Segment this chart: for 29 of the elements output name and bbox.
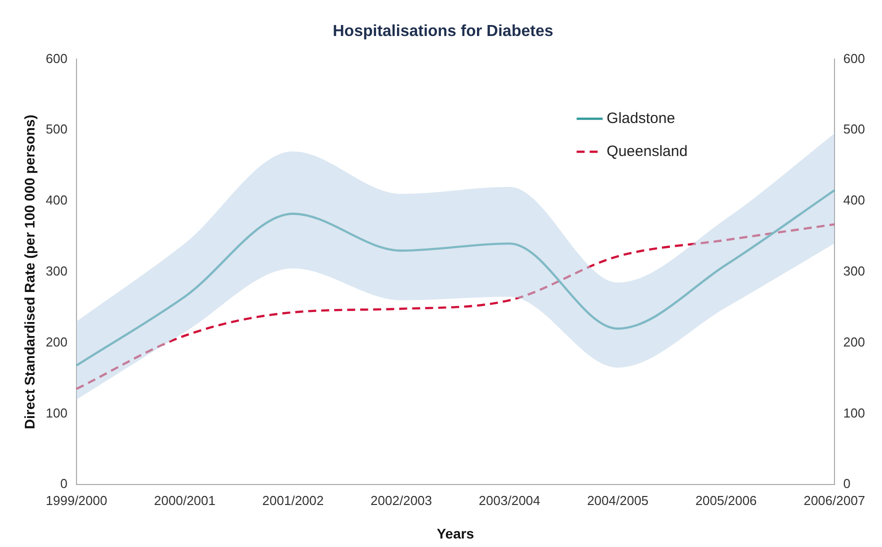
x-tick-label: 2006/2007 bbox=[804, 492, 866, 508]
chart-title: Hospitalisations for Diabetes bbox=[332, 23, 554, 40]
legend-label: Queensland bbox=[606, 142, 688, 160]
x-axis-title: Years bbox=[436, 525, 474, 542]
x-tick-label: 2003/2004 bbox=[478, 492, 540, 508]
y2-tick-label: 500 bbox=[843, 122, 866, 137]
x-tick-label: 1999/2000 bbox=[46, 492, 108, 508]
y-axis-title: Direct Standardised Rate (per 100 000 persons) bbox=[21, 114, 38, 430]
y-tick-label: 200 bbox=[46, 334, 68, 350]
y2-tick-label: 600 bbox=[843, 50, 866, 66]
y-tick-label: 600 bbox=[46, 50, 68, 66]
y-tick-label: 300 bbox=[46, 263, 68, 278]
x-tick-label: 2004/2005 bbox=[587, 492, 649, 508]
y-tick-label: 0 bbox=[60, 476, 68, 492]
x-tick-label: 2005/2006 bbox=[695, 492, 757, 508]
x-tick-label: 2001/2002 bbox=[262, 492, 324, 508]
line-series bbox=[75, 223, 836, 390]
y2-tick-label: 0 bbox=[843, 476, 851, 492]
y-tick-label: 100 bbox=[46, 405, 68, 420]
x-tick-label: 2000/2001 bbox=[154, 492, 216, 508]
y2-tick-label: 200 bbox=[843, 334, 866, 350]
x-tick-label: 2002/2003 bbox=[370, 492, 432, 508]
y2-tick-label: 400 bbox=[843, 192, 866, 208]
y2-tick-label: 100 bbox=[843, 405, 866, 420]
legend-label: Gladstone bbox=[606, 110, 676, 127]
line-series bbox=[75, 189, 836, 367]
y-tick-label: 400 bbox=[46, 192, 68, 208]
y2-tick-label: 300 bbox=[843, 263, 866, 278]
y-tick-label: 500 bbox=[46, 122, 68, 137]
